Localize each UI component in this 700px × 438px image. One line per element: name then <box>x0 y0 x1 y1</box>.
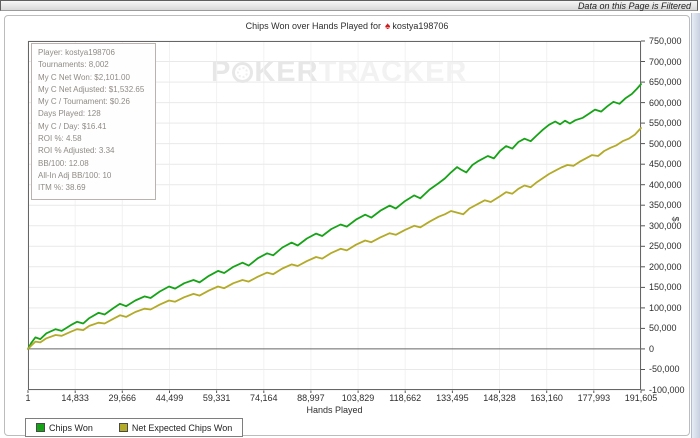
red-spade-icon: ♠ <box>385 21 391 32</box>
y-axis-tick-label: 200,000 <box>649 261 682 272</box>
y-axis-tick-label: 100,000 <box>649 302 682 313</box>
x-axis-tick-label: 148,328 <box>483 393 516 403</box>
x-axis-labels: 1 14,833 29,666 44,499 59,331 74,164 88,997 103… <box>25 393 657 405</box>
y-axis-tick-label: 700,000 <box>649 56 682 67</box>
legend-swatch-icon <box>36 423 45 432</box>
x-axis-tick-label: 29,666 <box>108 393 137 403</box>
x-axis-tick-label: 177,993 <box>577 393 611 403</box>
x-axis-tick-label: 103,829 <box>341 393 375 403</box>
stat-line: Tournaments: 8,002 <box>38 60 109 70</box>
legend-swatch-icon <box>118 423 128 432</box>
y-axis-tick-label: 0 <box>649 343 655 354</box>
stat-line: Days Played: 128 <box>38 109 101 119</box>
stat-line: My C Net Adjusted: $1,532.65 <box>38 84 145 94</box>
chart-title: Chips Won over Hands Played for ♠ kostya19… <box>5 21 689 32</box>
y-axis-labels: 750,000 700,000 650,000 600,000 550,000 500,0… <box>649 36 689 395</box>
x-axis-tick-label: 163,160 <box>530 393 563 403</box>
x-axis-tick-label: 44,499 <box>155 393 184 403</box>
stat-line: BB/100: 12.08 <box>38 158 89 168</box>
y-axis-title: $ <box>670 216 681 222</box>
y-axis-tick-label: 250,000 <box>649 241 682 252</box>
player-name: kostya198706 <box>392 21 449 31</box>
filter-status-bar: Data on this Page is Filtered <box>0 0 698 11</box>
y-axis-tick-label: 50,000 <box>649 323 677 334</box>
x-axis-tick-label: 191,605 <box>624 393 658 403</box>
x-axis-tick-label: 133,495 <box>436 393 469 403</box>
y-axis-tick-label: -50,000 <box>649 364 680 375</box>
x-axis-tick-label: 1 <box>25 393 31 403</box>
watermark-text-p: P <box>211 56 232 88</box>
legend-label: Net Expected Chips Won <box>131 422 233 433</box>
stat-line: All-In Adj BB/100: 10 <box>38 170 112 180</box>
x-axis-tick-label: 14,833 <box>61 393 89 403</box>
x-axis-tick-label: 59,331 <box>202 393 231 403</box>
y-axis-tick-label: 650,000 <box>649 77 682 88</box>
stat-line: ITM %: 38.69 <box>38 183 86 193</box>
chart-legend: Chips Won Net Expected Chips Won <box>25 418 244 437</box>
chart-panel: Chips Won over Hands Played for ♠ kostya19… <box>4 15 690 437</box>
y-axis-tick-label: -100,000 <box>649 385 685 395</box>
stat-line: ROI % Adjusted: 3.34 <box>38 146 115 156</box>
stat-line: My C / Day: $16.41 <box>38 121 107 131</box>
stat-line: Player: kostya198706 <box>38 48 115 57</box>
y-axis-tick-label: 400,000 <box>649 179 682 190</box>
stat-line: My C Net Won: $2,101.00 <box>38 72 130 82</box>
right-edge-panel <box>691 13 700 438</box>
y-axis-tick-label: 550,000 <box>649 118 682 129</box>
chart-title-text: Chips Won over Hands Played for <box>245 21 382 31</box>
y-axis-tick-label: 450,000 <box>649 159 682 170</box>
y-axis-tick-label: 500,000 <box>649 138 682 149</box>
y-axis-tick-label: 300,000 <box>649 220 682 231</box>
filter-notice-text: Data on this Page is Filtered <box>577 0 691 11</box>
poker-chip-icon <box>232 62 254 83</box>
legend-item: Net Expected Chips Won <box>118 422 233 433</box>
y-axis-tick-label: 150,000 <box>649 282 682 293</box>
x-axis-tick-label: 118,662 <box>389 393 422 403</box>
legend-label: Chips Won <box>49 422 93 433</box>
legend-item: Chips Won <box>36 423 93 433</box>
y-axis-tick-label: 600,000 <box>649 97 682 108</box>
x-axis-tick-label: 74,164 <box>250 393 278 403</box>
x-axis-title: Hands Played <box>306 405 363 415</box>
player-stats-box: Player: kostya198706 Tournaments: 8,002 My… <box>31 43 156 200</box>
stat-line: My C / Tournament: $0.26 <box>38 97 130 107</box>
stat-line: ROI %: 4.58 <box>38 134 82 144</box>
y-axis-tick-label: 350,000 <box>649 200 682 211</box>
y-axis-tick-label: 750,000 <box>649 36 682 46</box>
x-axis-tick-label: 88,997 <box>297 393 325 403</box>
